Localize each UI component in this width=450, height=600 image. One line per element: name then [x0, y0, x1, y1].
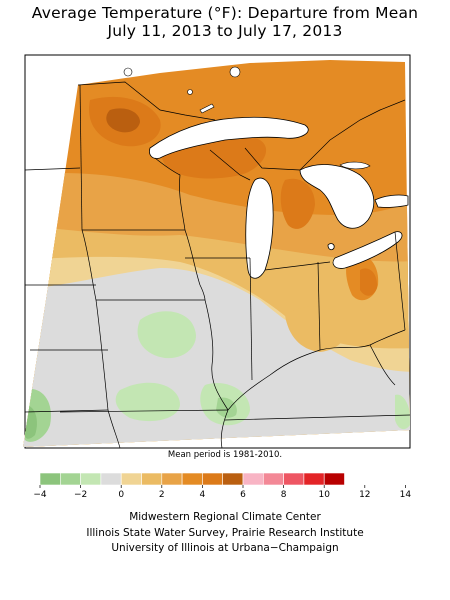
legend-tick-label: 0 — [118, 490, 124, 500]
mo-south-border — [59, 409, 229, 413]
oh-pa-border — [394, 231, 406, 331]
tn-ms-border — [220, 409, 229, 449]
credit-line-3: University of Illinois at Urbana−Champai… — [111, 542, 339, 554]
isle-royale — [199, 103, 215, 114]
legend-swatch — [242, 472, 264, 486]
small-lake — [187, 89, 193, 95]
legend-swatch — [120, 472, 142, 486]
in-oh-border — [317, 261, 321, 351]
legend-swatch — [283, 472, 305, 486]
il-in-border — [249, 257, 253, 381]
map-title: Average Temperature (°F): Departure from… — [0, 4, 450, 40]
lake-ontario — [374, 194, 409, 208]
sd-nd-border — [24, 167, 81, 171]
legend-swatch — [59, 472, 81, 486]
legend-tick-label: 10 — [318, 490, 330, 500]
legend-tick-label: −2 — [74, 490, 87, 500]
ohio-river — [227, 344, 371, 411]
wi-mi-border — [209, 149, 251, 181]
credit-line-1: Midwestern Regional Climate Center — [129, 511, 321, 523]
legend-tick-label: 6 — [240, 490, 246, 500]
legend-swatch — [262, 472, 284, 486]
legend-swatch — [323, 472, 345, 486]
legend-swatch — [303, 472, 325, 486]
ky-wv-border — [369, 344, 396, 386]
islands — [123, 66, 371, 170]
ky-tn-border — [224, 414, 411, 421]
mi-in-oh-border — [264, 261, 331, 271]
title-line-1: Average Temperature (°F): Departure from… — [31, 4, 419, 22]
mean-period-note: Mean period is 1981-2010. — [167, 450, 283, 460]
legend-swatch — [222, 472, 244, 486]
legend-swatch — [141, 472, 163, 486]
legend-swatch — [80, 472, 102, 486]
legend-tick-label: 4 — [200, 490, 206, 500]
credits: Midwestern Regional Climate Center Illin… — [0, 510, 450, 557]
legend-swatch — [100, 472, 122, 486]
mn-wi-border — [154, 157, 186, 231]
manitoulin-island — [339, 161, 371, 170]
state-boundaries — [24, 81, 411, 449]
ks-ok-border — [24, 409, 109, 413]
legend-swatch — [39, 472, 61, 486]
lake-huron — [299, 164, 375, 229]
legend-tick-label: 8 — [281, 490, 287, 500]
great-lakes — [149, 116, 409, 279]
lake-superior — [149, 116, 309, 159]
legend-tick-label: 12 — [359, 490, 370, 500]
lake-erie — [332, 231, 403, 269]
lake-st-clair — [327, 243, 335, 251]
ia-west-border — [81, 229, 97, 301]
legend-swatch — [202, 472, 223, 486]
mn-west-border — [79, 84, 83, 231]
mi-up-lower-split — [244, 147, 301, 171]
color-legend: −4 −2 0 2 4 6 8 10 12 14 — [33, 472, 412, 500]
legend-swatch — [161, 472, 183, 486]
mi-canada-border — [299, 99, 406, 171]
canada-border — [77, 81, 216, 121]
mo-il-mississippi — [204, 299, 229, 411]
legend-tick-label: 14 — [400, 490, 412, 500]
mo-west-border — [95, 299, 109, 411]
ia-il-mississippi — [184, 229, 206, 301]
lake-michigan — [245, 177, 274, 279]
temperature-map — [23, 54, 411, 449]
lake-nipigon — [229, 66, 241, 78]
legend-swatch — [181, 472, 203, 486]
lake-of-woods — [123, 67, 133, 77]
oh-wv-border — [369, 329, 406, 346]
credit-line-2: Illinois State Water Survey, Prairie Res… — [86, 526, 364, 539]
legend-tick-label: −4 — [33, 490, 47, 500]
title-line-2: July 11, 2013 to July 17, 2013 — [107, 22, 343, 40]
ar-ms-border — [107, 409, 121, 449]
legend-tick-label: 2 — [159, 490, 165, 500]
